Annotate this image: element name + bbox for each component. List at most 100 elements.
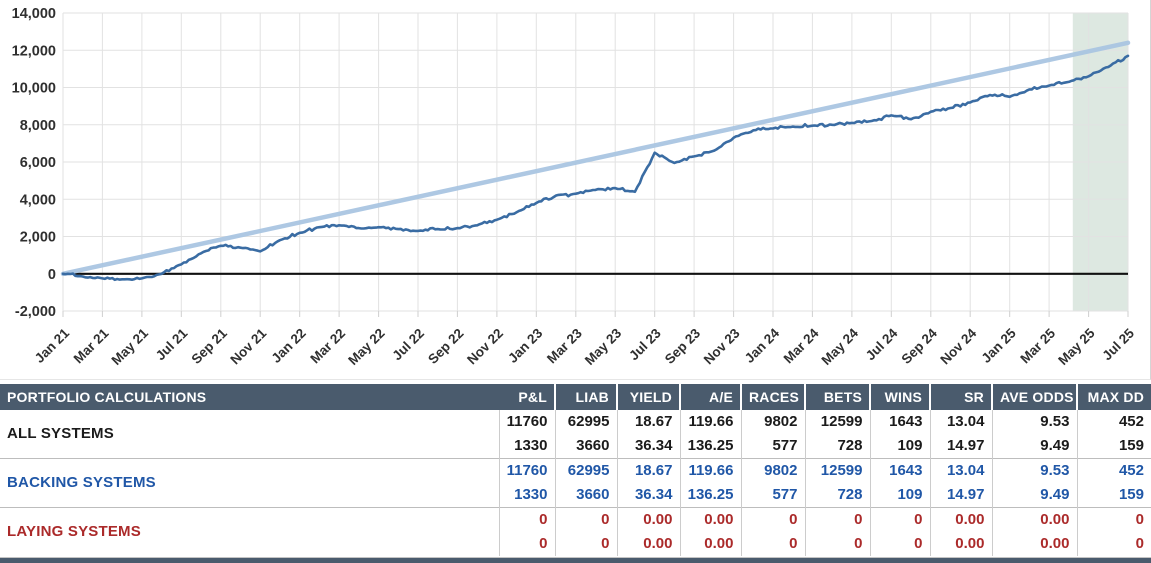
svg-text:May 25: May 25 <box>1055 325 1098 368</box>
svg-text:Sep 21: Sep 21 <box>189 325 231 367</box>
cell-yield: 0.00 <box>616 507 680 532</box>
cell-liab: 62995 <box>554 410 617 434</box>
cell-races: 577 <box>740 434 805 459</box>
cell-races: 9802 <box>740 458 805 483</box>
table-row: 1330 3660 36.34 136.25 577 728 109 14.97 9.49 159 <box>0 483 1151 508</box>
cell-yield: 36.34 <box>616 483 680 508</box>
cell-p-l: 0 <box>498 532 555 556</box>
svg-text:May 24: May 24 <box>819 325 862 368</box>
cell-max-dd: 452 <box>1076 458 1151 483</box>
table-header-row: PORTFOLIO CALCULATIONS P&L LIAB YIELD A/E RAC… <box>0 384 1151 410</box>
cell-sr: 13.04 <box>929 410 992 434</box>
svg-text:4,000: 4,000 <box>20 192 56 208</box>
equity-chart-panel: -2,000 0 2,000 4,000 6,000 8,000 10,000 12,000 1… <box>0 0 1151 380</box>
cell-bets: 728 <box>804 483 870 508</box>
svg-text:10,000: 10,000 <box>12 81 56 97</box>
svg-text:Jan 24: Jan 24 <box>742 325 783 366</box>
cell-sr: 14.97 <box>929 434 992 459</box>
svg-text:Nov 22: Nov 22 <box>464 326 506 368</box>
cell-bets: 0 <box>804 507 870 532</box>
svg-text:Nov 21: Nov 21 <box>227 325 269 367</box>
svg-text:Nov 23: Nov 23 <box>701 325 743 367</box>
cell-yield: 36.34 <box>616 434 680 459</box>
cell-ave-odds: 9.53 <box>991 410 1077 434</box>
svg-text:May 21: May 21 <box>109 325 152 368</box>
cell-sr: 14.97 <box>929 483 992 508</box>
cell-sr: 0.00 <box>929 532 992 556</box>
next-section-header-strip <box>0 557 1151 563</box>
portfolio-table: PORTFOLIO CALCULATIONS P&L LIAB YIELD A/E RAC… <box>0 384 1151 556</box>
cell-max-dd: 0 <box>1076 507 1151 532</box>
header-portfolio-calculations: PORTFOLIO CALCULATIONS <box>0 384 499 410</box>
equity-chart: -2,000 0 2,000 4,000 6,000 8,000 10,000 12,000 1… <box>12 6 1138 368</box>
table-row: BACKING SYSTEMS 11760 62995 18.67 119.66 9802… <box>0 458 1151 508</box>
trend-line <box>60 40 1131 277</box>
svg-text:8,000: 8,000 <box>20 118 56 134</box>
svg-text:0: 0 <box>48 267 56 283</box>
svg-text:May 22: May 22 <box>345 326 387 368</box>
table-row: LAYING SYSTEMS 0 0 0.00 0.00 0 0 0 0.00 0.00 0 <box>0 507 1151 556</box>
cell-liab: 62995 <box>554 458 617 483</box>
cell-max-dd: 0 <box>1076 532 1151 556</box>
svg-text:6,000: 6,000 <box>20 155 56 171</box>
cell-sr: 0.00 <box>929 507 992 532</box>
cell-a-e: 119.66 <box>679 410 741 434</box>
svg-text:Jul 23: Jul 23 <box>626 325 664 363</box>
svg-text:Jan 21: Jan 21 <box>32 325 73 366</box>
cumulative-pnl-line <box>61 54 1130 282</box>
cell-a-e: 119.66 <box>679 458 741 483</box>
y-gridlines <box>63 12 1128 312</box>
svg-text:Jan 22: Jan 22 <box>268 326 308 366</box>
svg-text:2,000: 2,000 <box>20 230 56 246</box>
cell-ave-odds: 9.49 <box>991 483 1077 508</box>
header-races: RACES <box>740 384 805 410</box>
cell-bets: 12599 <box>804 410 870 434</box>
cell-bets: 728 <box>804 434 870 459</box>
svg-text:Mar 22: Mar 22 <box>307 326 348 367</box>
cell-liab: 0 <box>554 507 617 532</box>
cell-bets: 12599 <box>804 458 870 483</box>
cell-yield: 0.00 <box>616 532 680 556</box>
y-axis-labels: -2,000 0 2,000 4,000 6,000 8,000 10,000 12,000 1… <box>12 6 56 320</box>
cell-a-e: 0.00 <box>679 507 741 532</box>
cell-yield: 18.67 <box>616 458 680 483</box>
cell-p-l: 11760 <box>498 458 555 483</box>
cell-wins: 109 <box>869 434 930 459</box>
header-bets: BETS <box>804 384 870 410</box>
table-row: ALL SYSTEMS 11760 62995 18.67 119.66 9802 1259… <box>0 410 1151 459</box>
header-liab: LIAB <box>554 384 617 410</box>
cell-liab: 3660 <box>554 483 617 508</box>
cell-ave-odds: 9.49 <box>991 434 1077 459</box>
svg-text:12,000: 12,000 <box>12 43 56 59</box>
svg-text:Sep 22: Sep 22 <box>425 326 466 367</box>
table-body: ALL SYSTEMS 11760 62995 18.67 119.66 9802 1259… <box>0 410 1151 556</box>
header-max-dd: MAX DD <box>1076 384 1151 410</box>
cell-max-dd: 159 <box>1076 434 1151 459</box>
cell-p-l: 11760 <box>498 410 555 434</box>
svg-text:-2,000: -2,000 <box>15 304 56 320</box>
system-group-label-laying: LAYING SYSTEMS <box>0 507 499 556</box>
cell-wins: 1643 <box>869 458 930 483</box>
svg-text:Jul 24: Jul 24 <box>863 325 901 363</box>
table-row: 1330 3660 36.34 136.25 577 728 109 14.97 9.49 159 <box>0 434 1151 459</box>
cell-liab: 3660 <box>554 434 617 459</box>
svg-text:Jul 22: Jul 22 <box>389 326 427 364</box>
header-a-e: A/E <box>679 384 741 410</box>
svg-text:Mar 23: Mar 23 <box>544 325 585 366</box>
svg-text:Mar 25: Mar 25 <box>1017 325 1058 366</box>
svg-text:Sep 23: Sep 23 <box>662 325 704 367</box>
cell-yield: 18.67 <box>616 410 680 434</box>
cell-races: 9802 <box>740 410 805 434</box>
svg-text:Mar 24: Mar 24 <box>781 325 822 366</box>
header-wins: WINS <box>869 384 930 410</box>
cell-max-dd: 159 <box>1076 483 1151 508</box>
cell-races: 0 <box>740 532 805 556</box>
header-yield: YIELD <box>616 384 680 410</box>
cell-a-e: 136.25 <box>679 434 741 459</box>
cell-races: 0 <box>740 507 805 532</box>
cell-sr: 13.04 <box>929 458 992 483</box>
cell-a-e: 136.25 <box>679 483 741 508</box>
svg-text:Mar 21: Mar 21 <box>71 325 112 366</box>
cell-wins: 0 <box>869 532 930 556</box>
